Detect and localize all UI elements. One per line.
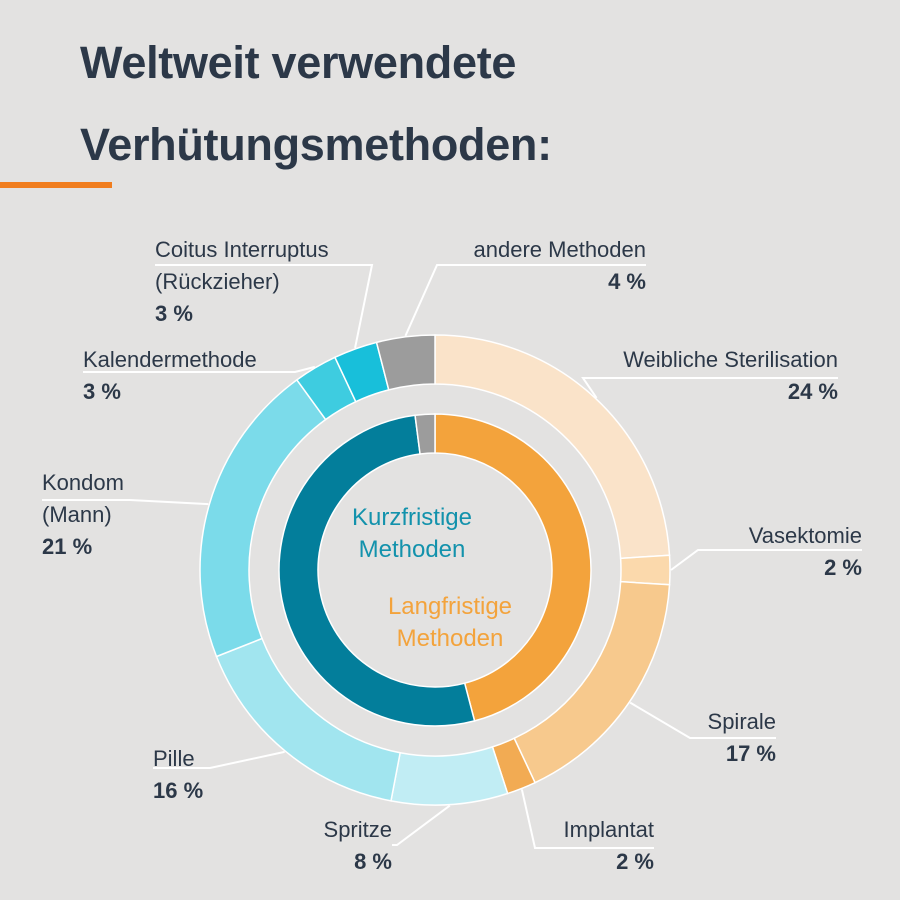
center-label-1: Methoden xyxy=(359,536,466,563)
outer-ring-segment-4 xyxy=(390,745,509,806)
leader-line-5 xyxy=(153,750,285,769)
label-value-4: 8 % xyxy=(354,849,392,874)
outer-ring-segment-5 xyxy=(215,637,402,802)
label-text-8: (Rückzieher) xyxy=(155,269,280,294)
label-value-0: 24 % xyxy=(788,379,838,404)
outer-ring-segment-9 xyxy=(375,334,436,391)
label-value-1: 2 % xyxy=(824,555,862,580)
inner-ring-segment-2 xyxy=(414,413,436,455)
accent-bar xyxy=(0,182,112,188)
leader-line-2 xyxy=(629,701,776,739)
label-value-7: 3 % xyxy=(83,379,121,404)
title-line-1: Weltweit verwendete xyxy=(80,37,517,88)
label-text-3: Implantat xyxy=(564,817,655,842)
inner-ring-segment-0 xyxy=(434,413,592,722)
label-text-0: Weibliche Sterilisation xyxy=(623,347,838,372)
label-text-6: Kondom xyxy=(42,470,124,495)
outer-ring-segment-1 xyxy=(619,554,671,586)
label-value-2: 17 % xyxy=(726,741,776,766)
leader-line-9 xyxy=(404,264,646,337)
label-value-8: 3 % xyxy=(155,301,193,326)
title-line-2: Verhütungsmethoden: xyxy=(80,119,552,170)
label-value-6: 21 % xyxy=(42,534,92,559)
inner-ring-segment-1 xyxy=(278,414,476,727)
page-title: Weltweit verwendete Verhütungsmethoden: xyxy=(80,22,552,186)
leader-line-8 xyxy=(155,264,374,349)
label-text-4: Spritze xyxy=(324,817,392,842)
center-label-0: Methoden xyxy=(397,625,504,652)
label-text-6: (Mann) xyxy=(42,502,112,527)
leader-line-6 xyxy=(42,499,209,506)
center-label-0: Langfristige xyxy=(388,593,512,620)
center-label-1: Kurzfristige xyxy=(352,504,472,531)
label-text-2: Spirale xyxy=(708,709,776,734)
label-text-8: Coitus Interruptus xyxy=(155,237,329,262)
label-text-5: Pille xyxy=(153,746,195,771)
leader-line-4 xyxy=(392,804,451,846)
label-text-9: andere Methoden xyxy=(474,237,646,262)
leader-line-3 xyxy=(520,789,654,849)
label-value-5: 16 % xyxy=(153,778,203,803)
leader-line-7 xyxy=(83,365,316,373)
leader-line-0 xyxy=(581,377,838,399)
label-value-3: 2 % xyxy=(616,849,654,874)
leader-line-1 xyxy=(670,549,862,571)
label-text-1: Vasektomie xyxy=(749,523,862,548)
label-value-9: 4 % xyxy=(608,269,646,294)
label-text-7: Kalendermethode xyxy=(83,347,257,372)
